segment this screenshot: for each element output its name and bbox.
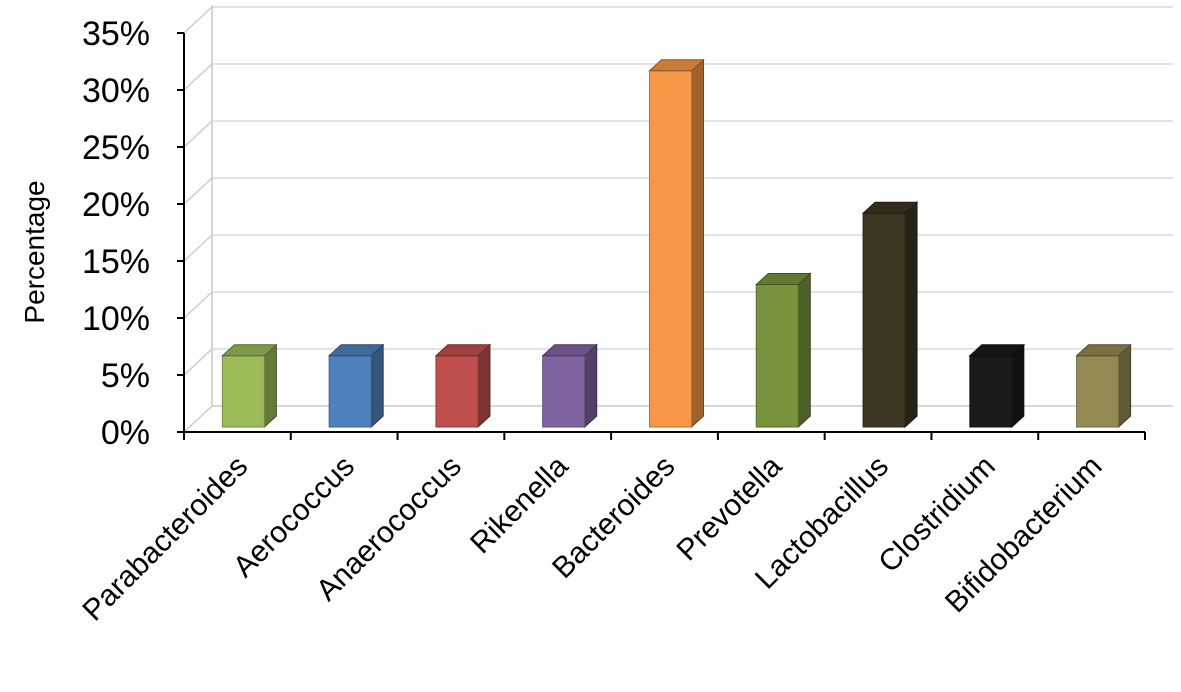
bar-side [477,343,491,429]
gridline-diagonal [183,6,213,34]
y-tick-label: 20% [82,186,150,224]
y-tick-label: 35% [82,15,150,53]
gridline-diagonal [183,291,213,319]
bar [221,343,278,429]
bar [968,343,1026,429]
bar [754,272,812,429]
y-axis-title: Percentage [19,180,50,323]
bar-side [797,272,811,429]
bar-front [1076,355,1120,428]
bar [1075,343,1132,429]
gridline-diagonal [183,234,213,262]
bar-side [904,201,918,429]
bar [541,343,599,429]
y-tick-label: 5% [101,357,150,395]
bar-top [434,344,492,357]
bar-top [221,344,278,357]
bar-front [969,355,1013,428]
bar-front [435,355,479,428]
bar [648,58,705,429]
bar-front [542,355,586,428]
bar-side [584,343,598,429]
bar-side [1011,343,1025,429]
bar-front [649,70,692,428]
bar-top [541,344,599,357]
bar-front [862,212,906,428]
y-tick-label: 15% [82,243,150,281]
x-tick-label: Parabacteroides [77,450,255,628]
y-tick-labels: 0% 5% 10% 15% 20% 25% 30% 35% [82,15,150,452]
bar [327,343,385,429]
y-tick-label: 30% [82,72,150,110]
bar-front [755,284,799,428]
y-tick-label: 0% [101,414,150,452]
bar-top [648,59,705,72]
gridline-diagonal [183,120,213,148]
bar-side [691,58,704,429]
gridline-diagonal [183,348,213,376]
bar-front [221,355,265,428]
gridline-diagonal [183,177,213,205]
bars [221,58,1132,429]
bar-top [1075,344,1132,357]
bar-side [263,343,277,429]
bar-side [370,343,384,429]
bar [861,201,919,429]
bar-top [754,273,812,285]
bar-side [1118,343,1132,429]
gridline-diagonal [183,405,213,433]
axes [177,32,1146,440]
x-tick-label: Rikenella [464,449,575,560]
bar-top [861,201,919,214]
bar-front [328,355,372,428]
gridline-diagonal [183,63,213,91]
y-tick-label: 25% [82,129,150,167]
y-tick-label: 10% [82,300,150,338]
x-tick-labels: ParabacteroidesAerococcusAnaerococcusRik… [77,449,1109,627]
bar [434,343,492,429]
bar-top [327,344,385,357]
bar-top [968,344,1026,357]
